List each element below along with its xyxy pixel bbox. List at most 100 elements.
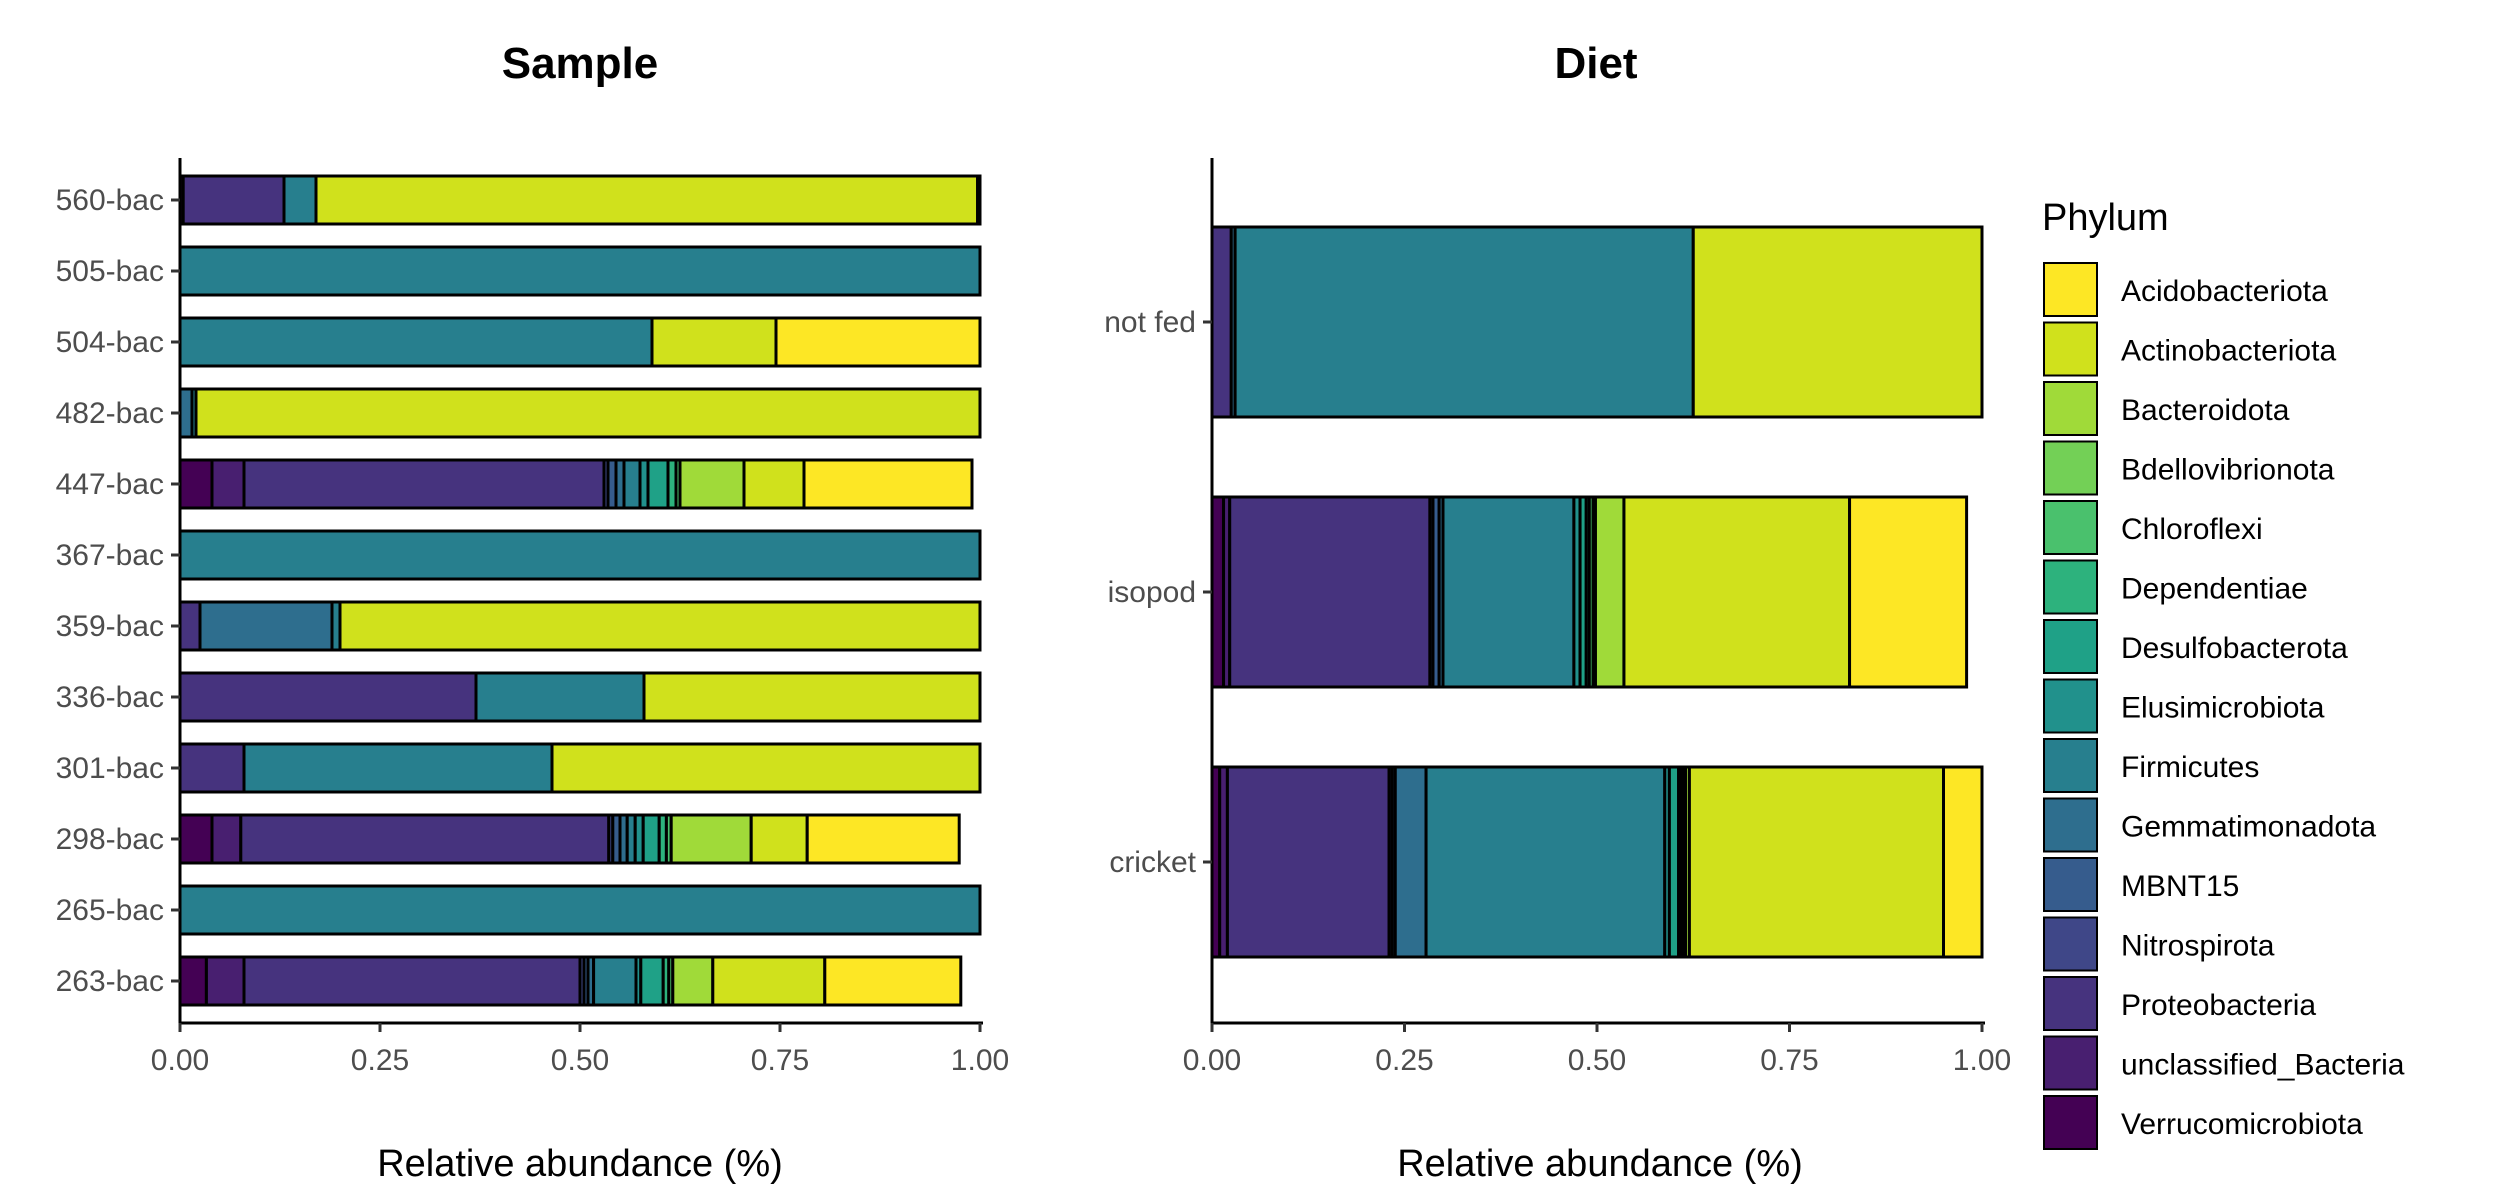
sample-bar-298-bac-verrucomicrobiota — [178, 813, 214, 865]
sample-bar-298-bac-unclassified-bacteria — [210, 813, 243, 865]
sample-bar-560-bac-acidobacteriota — [976, 174, 982, 226]
diet-y-tick-label: not fed — [1104, 306, 1196, 339]
diet-bar-cricket-acidobacteriota — [1942, 765, 1984, 959]
legend-label-elusimicrobiota: Elusimicrobiota — [2121, 692, 2325, 725]
legend-label-desulfobacterota: Desulfobacterota — [2121, 632, 2348, 665]
legend-label-bacteroidota: Bacteroidota — [2121, 394, 2290, 427]
legend-label-verrucomicrobiota: Verrucomicrobiota — [2121, 1108, 2363, 1141]
diet-x-tick-label: 0.00 — [1183, 1044, 1241, 1077]
diet-x-tick-label: 0.75 — [1760, 1044, 1818, 1077]
sample-bar-263-bac-firmicutes — [592, 955, 638, 1007]
sample-x-tick-label: 0.75 — [751, 1044, 809, 1077]
legend-label-gemmatimonadota: Gemmatimonadota — [2121, 811, 2376, 844]
sample-x-tick-label: 0.00 — [151, 1044, 209, 1077]
legend-label-actinobacteriota: Actinobacteriota — [2121, 335, 2336, 368]
sample-bar-265-bac-firmicutes — [178, 884, 982, 936]
legend-label-mbnt15: MBNT15 — [2121, 870, 2239, 903]
diet-bar-isopod-verrucomicrobiota — [1210, 495, 1226, 689]
sample-bar-447-bac-unclassified-bacteria — [210, 458, 246, 510]
sample-bar-263-bac-desulfobacterota — [639, 955, 665, 1007]
sample-y-tick-label: 504-bac — [56, 326, 164, 359]
diet-x-tick-label: 1.00 — [1953, 1044, 2011, 1077]
sample-y-tick-label: 263-bac — [56, 965, 164, 998]
sample-bar-504-bac-acidobacteriota — [774, 316, 982, 368]
sample-bar-298-bac-desulfobacterota — [641, 813, 661, 865]
diet-bar-cricket-firmicutes — [1424, 765, 1667, 959]
sample-bar-447-bac-proteobacteria — [242, 458, 606, 510]
sample-bar-298-bac-actinobacteriota — [749, 813, 809, 865]
diet-bar-isopod-bacteroidota — [1593, 495, 1626, 689]
diet-bar-not-fed-proteobacteria — [1210, 225, 1233, 419]
sample-bar-263-bac-proteobacteria — [242, 955, 582, 1007]
sample-bar-504-bac-firmicutes — [178, 316, 654, 368]
sample-bar-298-bac-acidobacteriota — [805, 813, 961, 865]
legend-label-acidobacteriota: Acidobacteriota — [2121, 275, 2328, 308]
sample-panel: Sample 560-bac 505-bac 504-bac 482-bac 447-b… — [56, 39, 1010, 1185]
sample-x-tick-label: 0.25 — [351, 1044, 409, 1077]
sample-y-ticks: 560-bac 505-bac 504-bac 482-bac 447-bac 367-b… — [56, 184, 180, 998]
sample-y-tick-label: 336-bac — [56, 681, 164, 714]
diet-bar-not-fed-actinobacteriota — [1691, 225, 1984, 419]
diet-bars — [1210, 225, 1984, 959]
legend-label-chloroflexi: Chloroflexi — [2121, 513, 2263, 546]
sample-bar-263-bac-actinobacteriota — [711, 955, 827, 1007]
legend-swatch-unclassified-bacteria — [2043, 1035, 2098, 1091]
diet-bar-cricket-gemmatimonadota — [1393, 765, 1428, 959]
legend-swatch-acidobacteriota — [2043, 262, 2098, 317]
legend-title: Phylum — [2042, 197, 2169, 239]
sample-y-tick-label: 359-bac — [56, 610, 164, 643]
sample-x-tick-label: 0.50 — [551, 1044, 609, 1077]
diet-y-tick-label: cricket — [1109, 846, 1196, 879]
sample-y-tick-label: 447-bac — [56, 468, 164, 501]
sample-bar-263-bac-acidobacteriota — [823, 955, 963, 1007]
sample-y-tick-label: 301-bac — [56, 752, 164, 785]
sample-y-tick-label: 265-bac — [56, 894, 164, 927]
legend-swatch-mbnt15 — [2043, 857, 2098, 912]
legend-label-proteobacteria: Proteobacteria — [2121, 989, 2316, 1022]
sample-bar-263-bac-bacteroidota — [671, 955, 715, 1007]
diet-bar-isopod-actinobacteriota — [1622, 495, 1852, 689]
sample-bar-298-bac-bacteroidota — [669, 813, 753, 865]
legend-label-unclassified-bacteria: unclassified_Bacteria — [2121, 1049, 2405, 1082]
diet-bar-cricket-proteobacteria — [1225, 765, 1391, 959]
diet-y-tick-label: isopod — [1108, 576, 1196, 609]
legend: Phylum Acidobacteriota Actinobacteriota Ba… — [2042, 197, 2405, 1150]
legend-label-nitrospirota: Nitrospirota — [2121, 930, 2275, 963]
diet-y-ticks: not fed isopod cricket — [1104, 306, 1212, 879]
sample-bar-505-bac-firmicutes — [178, 245, 982, 297]
sample-bar-560-bac-proteobacteria — [181, 174, 286, 226]
legend-label-dependentiae: Dependentiae — [2121, 573, 2308, 606]
legend-swatch-proteobacteria — [2043, 976, 2098, 1031]
sample-y-tick-label: 367-bac — [56, 539, 164, 572]
sample-bar-447-bac-actinobacteriota — [742, 458, 806, 510]
sample-bar-359-bac-actinobacteriota — [338, 600, 982, 652]
sample-x-axis-title: Relative abundance (%) — [377, 1143, 783, 1185]
legend-swatch-elusimicrobiota — [2043, 678, 2098, 734]
legend-swatch-dependentiae — [2043, 559, 2098, 615]
legend-swatch-nitrospirota — [2043, 916, 2098, 972]
diet-x-tick-label: 0.50 — [1568, 1044, 1626, 1077]
sample-bar-263-bac-unclassified-bacteria — [204, 955, 246, 1007]
sample-x-ticks: 0.00 0.25 0.50 0.75 1.00 — [151, 1023, 1009, 1077]
sample-bar-447-bac-verrucomicrobiota — [178, 458, 214, 510]
legend-swatch-bacteroidota — [2043, 381, 2098, 436]
sample-bar-447-bac-desulfobacterota — [646, 458, 670, 510]
sample-bar-359-bac-proteobacteria — [178, 600, 202, 652]
sample-bar-301-bac-firmicutes — [242, 742, 554, 794]
diet-bar-isopod-proteobacteria — [1228, 495, 1432, 689]
sample-bar-560-bac-firmicutes — [282, 174, 318, 226]
legend-label-firmicutes: Firmicutes — [2121, 751, 2259, 784]
diet-x-ticks: 0.00 0.25 0.50 0.75 1.00 — [1183, 1023, 2011, 1077]
diet-panel-title: Diet — [1554, 39, 1637, 88]
diet-bar-not-fed-firmicutes — [1233, 225, 1695, 419]
legend-swatch-verrucomicrobiota — [2043, 1095, 2098, 1150]
sample-bar-367-bac-firmicutes — [178, 529, 982, 581]
sample-bar-336-bac-proteobacteria — [178, 671, 478, 723]
diet-bar-cricket-actinobacteriota — [1687, 765, 1946, 959]
legend-swatch-actinobacteriota — [2043, 321, 2098, 377]
sample-y-tick-label: 482-bac — [56, 397, 164, 430]
sample-bar-301-bac-actinobacteriota — [550, 742, 982, 794]
legend-swatch-bdellovibrionota — [2043, 440, 2098, 496]
